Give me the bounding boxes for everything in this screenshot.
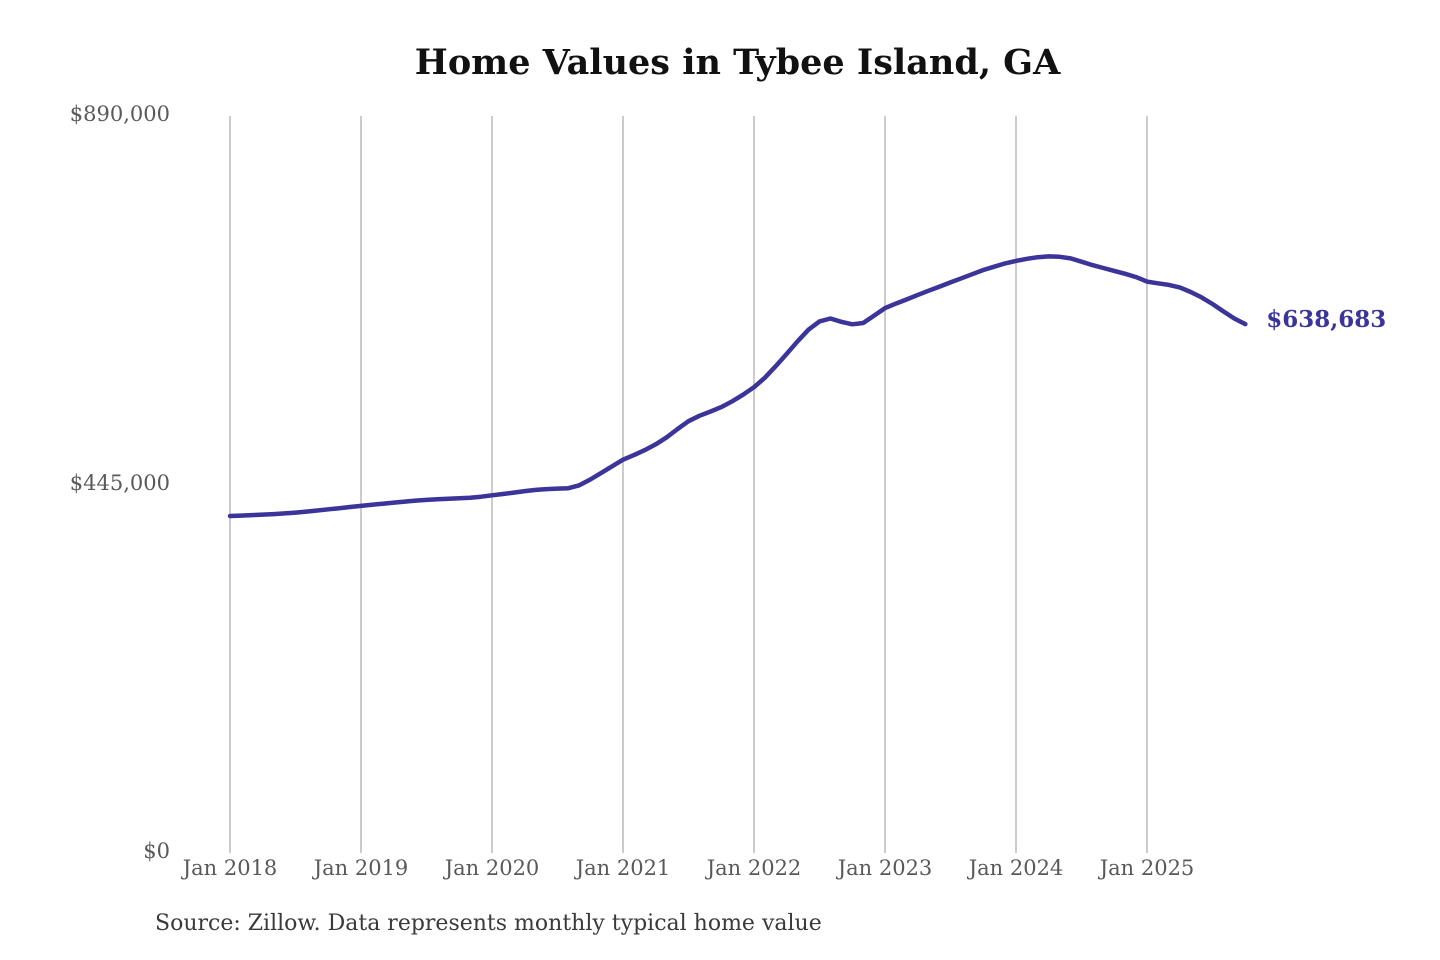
y-axis-tick-label: $890,000: [69, 102, 170, 126]
y-axis-tick-label: $445,000: [69, 470, 170, 495]
x-axis-tick-label: Jan 2020: [444, 856, 540, 880]
x-axis-tick-label: Jan 2022: [706, 856, 802, 880]
x-axis-tick-label: Jan 2019: [313, 856, 409, 880]
latest-value-label: $638,683: [1266, 306, 1387, 334]
x-axis-tick-label: Jan 2018: [182, 856, 278, 880]
x-axis-tick-label: Jan 2024: [968, 856, 1064, 880]
trend-line: [227, 254, 1248, 519]
chart-title: Home Values in Tybee Island, GA: [414, 42, 1061, 83]
x-axis-tick-label: Jan 2021: [575, 856, 671, 880]
source-note: Source: Zillow. Data represents monthly …: [155, 911, 822, 936]
x-axis-tick-label: Jan 2023: [837, 856, 933, 880]
y-axis-tick-label: $0: [143, 839, 170, 863]
x-axis-tick-label: Jan 2025: [1099, 856, 1195, 880]
gridlines: [229, 116, 1148, 853]
